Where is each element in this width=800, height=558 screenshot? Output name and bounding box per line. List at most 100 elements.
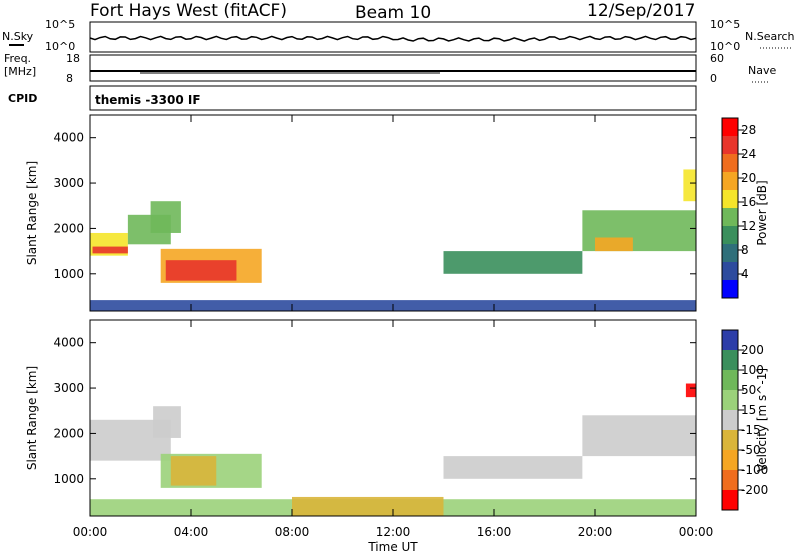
- nsky-trace: [89, 35, 697, 42]
- power-colorbar: [722, 118, 738, 299]
- power-colorbar-segment-6: [722, 226, 738, 245]
- beam-title: Beam 10: [355, 3, 431, 23]
- velocity-colorbar-segment-2: [722, 370, 738, 391]
- power-colorbar-tick-label-3: 16: [741, 195, 756, 209]
- velocity-ytick-label-1: 2000: [53, 426, 84, 440]
- power-colorbar-segment-9: [722, 280, 738, 299]
- velocity-colorbar-segment-0: [722, 330, 738, 351]
- freq-unit-label: [MHz]: [4, 65, 36, 78]
- nsky-tick-bottom: 10^0: [45, 40, 75, 53]
- velocity-colorbar-label: Velocity [m s^-1]: [755, 368, 769, 472]
- freq-label: Freq.: [4, 52, 31, 65]
- velocity-colorbar-tick-label-1: 100: [741, 363, 764, 377]
- power-ytick-label-1: 2000: [53, 221, 84, 235]
- velocity-xtick-label-0: 00:00: [73, 525, 108, 539]
- velocity-region-8: [685, 383, 696, 398]
- power-ylabel: Slant Range [km]: [25, 161, 39, 265]
- power-region-6: [165, 260, 237, 281]
- power-colorbar-frame: [721, 117, 739, 299]
- power-region-4: [150, 201, 181, 233]
- power-colorbar-segment-7: [722, 244, 738, 263]
- freq-panel-frame: [89, 54, 697, 82]
- velocity-region-1: [292, 496, 444, 516]
- velocity-x-axis: 00:00 04:00 08:00 12:00 16:00 20:00 00:00: [73, 320, 714, 539]
- velocity-colorbar-tick-label-5: -50: [741, 443, 761, 457]
- cpid-value: themis -3300 IF: [95, 93, 201, 107]
- velocity-xtick-label-1: 04:00: [174, 525, 209, 539]
- power-colorbar-tick-label-1: 8: [741, 243, 749, 257]
- power-ytick-label-0: 1000: [53, 267, 84, 281]
- velocity-region-5: [170, 456, 217, 486]
- power-heatmap: [90, 169, 696, 311]
- power-colorbar-ticks: 4 8 12 16 20 24 28: [738, 123, 756, 281]
- velocity-heatmap: [90, 383, 696, 516]
- power-colorbar-segment-8: [722, 262, 738, 281]
- velocity-ytick-label-0: 1000: [53, 472, 84, 486]
- velocity-colorbar-segment-3: [722, 390, 738, 411]
- power-colorbar-segment-2: [722, 154, 738, 173]
- freq-tick-top: 18: [66, 52, 80, 65]
- velocity-colorbar-segment-7: [722, 470, 738, 491]
- velocity-xtick-label-4: 16:00: [477, 525, 512, 539]
- power-region-2: [92, 246, 128, 254]
- nsky-panel-frame: [89, 21, 697, 53]
- nsky-tick-top: 10^5: [45, 18, 75, 31]
- velocity-colorbar-segment-6: [722, 450, 738, 471]
- power-region-9: [595, 237, 633, 252]
- power-colorbar-tick-label-5: 24: [741, 147, 756, 161]
- freq-tick-bottom: 8: [66, 72, 73, 85]
- velocity-region-6: [443, 456, 583, 479]
- nave-tick-top: 60: [710, 52, 724, 65]
- velocity-colorbar-ticks: 200 100 50 15 -15 -50 -100 -200: [738, 343, 768, 497]
- power-colorbar-segment-0: [722, 118, 738, 137]
- velocity-colorbar-tick-label-7: -200: [741, 483, 768, 497]
- date-title: 12/Sep/2017: [587, 1, 695, 21]
- velocity-colorbar-tick-label-6: -100: [741, 463, 768, 477]
- velocity-colorbar-segment-8: [722, 490, 738, 511]
- power-colorbar-tick-label-2: 12: [741, 219, 756, 233]
- velocity-colorbar-frame: [721, 329, 739, 511]
- velocity-colorbar-tick-label-2: 50: [741, 383, 756, 397]
- cpid-panel-frame: [89, 85, 697, 111]
- nsky-label: N.Sky: [2, 30, 34, 43]
- velocity-xtick-label-2: 08:00: [275, 525, 310, 539]
- velocity-xtick-label-5: 20:00: [578, 525, 613, 539]
- power-region-10: [683, 169, 696, 202]
- power-colorbar-segment-3: [722, 172, 738, 191]
- velocity-colorbar-segment-4: [722, 410, 738, 431]
- nave-tick-bottom: 0: [710, 72, 717, 85]
- velocity-ylabel: Slant Range [km]: [25, 366, 39, 470]
- velocity-ytick-label-2: 3000: [53, 381, 84, 395]
- power-colorbar-tick-label-6: 28: [741, 123, 756, 137]
- velocity-colorbar-segment-1: [722, 350, 738, 371]
- velocity-colorbar: [722, 330, 738, 511]
- nsearch-tick-top: 10^5: [710, 18, 740, 31]
- power-ytick-label-3: 4000: [53, 131, 84, 145]
- cpid-label: CPID: [8, 92, 37, 105]
- nsearch-tick-bottom: 10^0: [710, 40, 740, 53]
- power-ytick-label-2: 3000: [53, 176, 84, 190]
- power-colorbar-segment-1: [722, 136, 738, 155]
- power-region-7: [443, 251, 583, 274]
- velocity-colorbar-tick-label-0: 200: [741, 343, 764, 357]
- velocity-region-3: [153, 406, 181, 438]
- power-colorbar-segment-5: [722, 208, 738, 227]
- power-x-axis: [89, 115, 697, 311]
- velocity-ytick-label-3: 4000: [53, 336, 84, 350]
- nave-label: Nave: [748, 64, 776, 77]
- power-colorbar-label: Power [dB]: [755, 180, 769, 245]
- velocity-colorbar-tick-label-4: -15: [741, 423, 761, 437]
- velocity-colorbar-segment-5: [722, 430, 738, 451]
- power-colorbar-segment-4: [722, 190, 738, 209]
- power-colorbar-tick-label-0: 4: [741, 267, 749, 281]
- velocity-region-7: [582, 415, 696, 457]
- power-y-axis: 1000 2000 3000 4000: [53, 131, 696, 281]
- velocity-xtick-label-3: 12:00: [376, 525, 411, 539]
- nsearch-label: N.Search: [745, 30, 795, 43]
- velocity-xtick-label-6: 00:00: [679, 525, 714, 539]
- station-title: Fort Hays West (fitACF): [90, 1, 287, 21]
- power-colorbar-tick-label-4: 20: [741, 171, 756, 185]
- velocity-y-axis: 1000 2000 3000 4000: [53, 336, 696, 486]
- velocity-colorbar-tick-label-3: 15: [741, 403, 756, 417]
